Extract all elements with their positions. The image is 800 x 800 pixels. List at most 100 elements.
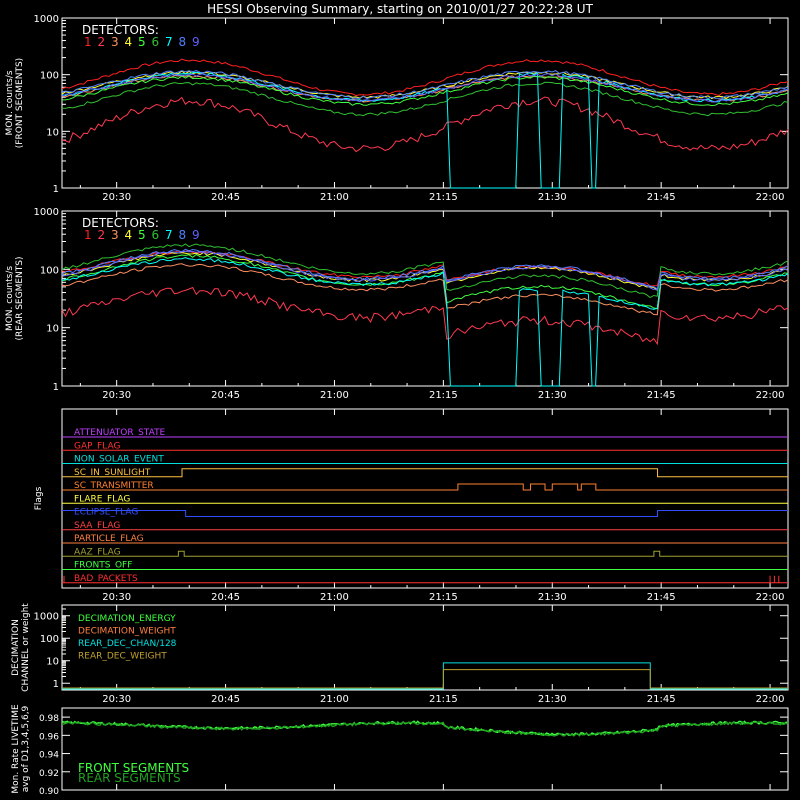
decimation-panel-ytick-label: 1 [53,679,59,690]
front-panel-series-4 [61,70,789,100]
flags-panel-ylabel: Flags [34,486,44,510]
flags-panel-xtick-label: 20:45 [211,592,240,603]
front-panel-ylabel-line: MON. counts/s [5,70,15,135]
livetime-panel-ylabel-line: avg of D1,3,4,5,6,9 [21,705,31,792]
rear-panel-xtick-label: 21:45 [647,390,676,401]
decimation-panel-ytick-label: 10 [46,657,59,668]
front-panel-ytick-label: 1 [53,184,59,195]
decimation-legend-3: REAR_DEC_CHAN/128 [78,639,177,649]
front-panel-legend-1: 1 [84,35,92,49]
livetime-panel-ytick-label: 0.92 [39,769,59,779]
decimation-panel-ylabel-line: DECIMATION [11,619,21,676]
rear-panel-ylabel-line: MON. counts/s [5,266,15,331]
flags-panel-xtick-label: 20:30 [102,592,131,603]
rear-panel-legend-5: 5 [138,228,146,242]
rear-panel-ylabel-line: (REAR SEGMENTS) [15,256,25,340]
front-panel-legend-2: 2 [98,35,106,49]
flag-label-sc-transmitter: SC_TRANSMITTER [74,481,154,491]
chart-title: HESSI Observing Summary, starting on 201… [207,2,593,16]
livetime-panel-ytick-label: 0.96 [39,732,59,742]
livetime-panel-frame [61,707,789,791]
flag-label-fronts-off: FRONTS_OFF [74,561,132,571]
decimation-legend-2: DECIMATION_WEIGHT [78,627,176,637]
rear-panel-legend-1: 1 [84,228,92,242]
front-panel-xtick-label: 20:45 [211,192,240,203]
decimation-panel-xtick-label: 21:30 [538,694,567,705]
decimation-panel-ylabel: DECIMATION CHANNEL or weight [11,603,31,692]
front-panel-frame [61,17,789,189]
panels: 20:30 20:45 21:00 21:15 21:30 21:45 22:00 MON. … [5,14,789,797]
decimation-panel-xtick-label: 21:00 [320,694,349,705]
front-panel-legend-9: 9 [192,35,200,49]
rear-panel-xtick-label: 21:15 [429,390,458,401]
flag-label-gap-flag: GAP_FLAG [74,441,120,451]
front-panel-xtick-label: 21:30 [538,192,567,203]
rear-panel-legend-8: 8 [179,228,187,242]
flag-trace-eclipse-flag [62,510,788,517]
livetime-legend-rear: REAR SEGMENTS [78,771,181,785]
front-panel-legend-3: 3 [111,35,119,49]
front-panel-xtick-label: 22:00 [756,192,785,203]
front-panel-xtick-label: 20:30 [102,192,131,203]
front-panel-ylabel-line: (FRONT SEGMENTS) [15,58,25,148]
rear-panel-legend-6: 6 [152,228,160,242]
rear-dec-chan-trace [62,662,788,690]
front-panel-legend-5: 5 [138,35,146,49]
decimation-panel-xtick-label: 21:45 [647,694,676,705]
rear-panel-series-3 [61,263,789,316]
front-panel-legend-4: 4 [125,35,133,49]
flag-label-aaz-flag: AAZ_FLAG [74,547,121,557]
front-panel-legend-7: 7 [165,35,173,49]
decimation-panel-xtick-label: 20:30 [102,694,131,705]
rear-panel-ytick-label: 10 [46,324,59,335]
rear-panel-xtick-label: 20:30 [102,390,131,401]
decimation-panel-ytick-label: 100 [40,634,59,645]
front-panel-series-2 [61,96,789,153]
front-panel-legend-6: 6 [152,35,160,49]
rear-panel-ytick-label: 1 [53,382,59,393]
flags-panel-xtick-label: 22:00 [756,592,785,603]
front-panel-ytick-label: 100 [40,71,59,82]
decimation-panel-xtick-label: 20:45 [211,694,240,705]
front-panel-series-1 [61,58,789,97]
flags-panel-frame [61,408,789,589]
front-panel-ytick-label: 1000 [34,14,59,25]
flag-label-attenuator-state: ATTENUATOR_STATE [74,428,166,438]
flags-panel-xtick-label: 21:30 [538,592,567,603]
flag-label-particle-flag: PARTICLE_FLAG [74,534,144,544]
flag-label-flare-flag: FLARE_FLAG [74,494,130,504]
rear-panel-ytick-label: 100 [40,265,59,276]
rear-panel-legend-7: 7 [165,228,173,242]
flag-label-saa-flag: SAA_FLAG [74,521,120,531]
livetime-panel-ytick-label: 0.90 [39,787,59,797]
rear-panel-series-8 [61,248,789,290]
flag-label-sc-in-sunlight: SC_IN_SUNLIGHT [74,468,151,478]
front-panel-series-9 [61,72,789,103]
livetime-panel-ytick-label: 0.98 [39,714,59,724]
front-panel-xtick-label: 21:00 [320,192,349,203]
flag-trace-sc-transmitter [62,483,788,491]
rear-panel-legend-2: 2 [98,228,106,242]
livetime-panel-ytick-label: 0.94 [39,751,59,761]
flags-panel-xtick-label: 21:45 [647,592,676,603]
rear-panel-xtick-label: 21:00 [320,390,349,401]
decimation-panel-ytick-label: 1000 [34,612,59,623]
livetime-rear-trace [61,720,789,737]
livetime-legend-front: FRONT SEGMENTS [78,761,189,775]
decimation-panel-xtick-label: 21:15 [429,694,458,705]
flags-panel-xtick-label: 21:00 [320,592,349,603]
front-panel-xtick-label: 21:45 [647,192,676,203]
rear-panel-series-1 [61,250,789,287]
rear-panel-legend-9: 9 [192,228,200,242]
decimation-legend-1: DECIMATION_ENERGY [78,614,176,624]
livetime-front-trace [61,720,789,737]
rear-panel-legend-4: 4 [125,228,133,242]
flag-label-bad-packets: BAD_PACKETS [74,574,138,584]
rear-dec-weight-trace [62,669,788,689]
front-panel-ytick-label: 10 [46,127,59,138]
rear-panel-xtick-label: 20:45 [211,390,240,401]
rear-panel-ylabel: MON. counts/s (REAR SEGMENTS) [5,256,25,340]
rear-panel-xtick-label: 21:30 [538,390,567,401]
flags-panel-xtick-label: 21:15 [429,592,458,603]
